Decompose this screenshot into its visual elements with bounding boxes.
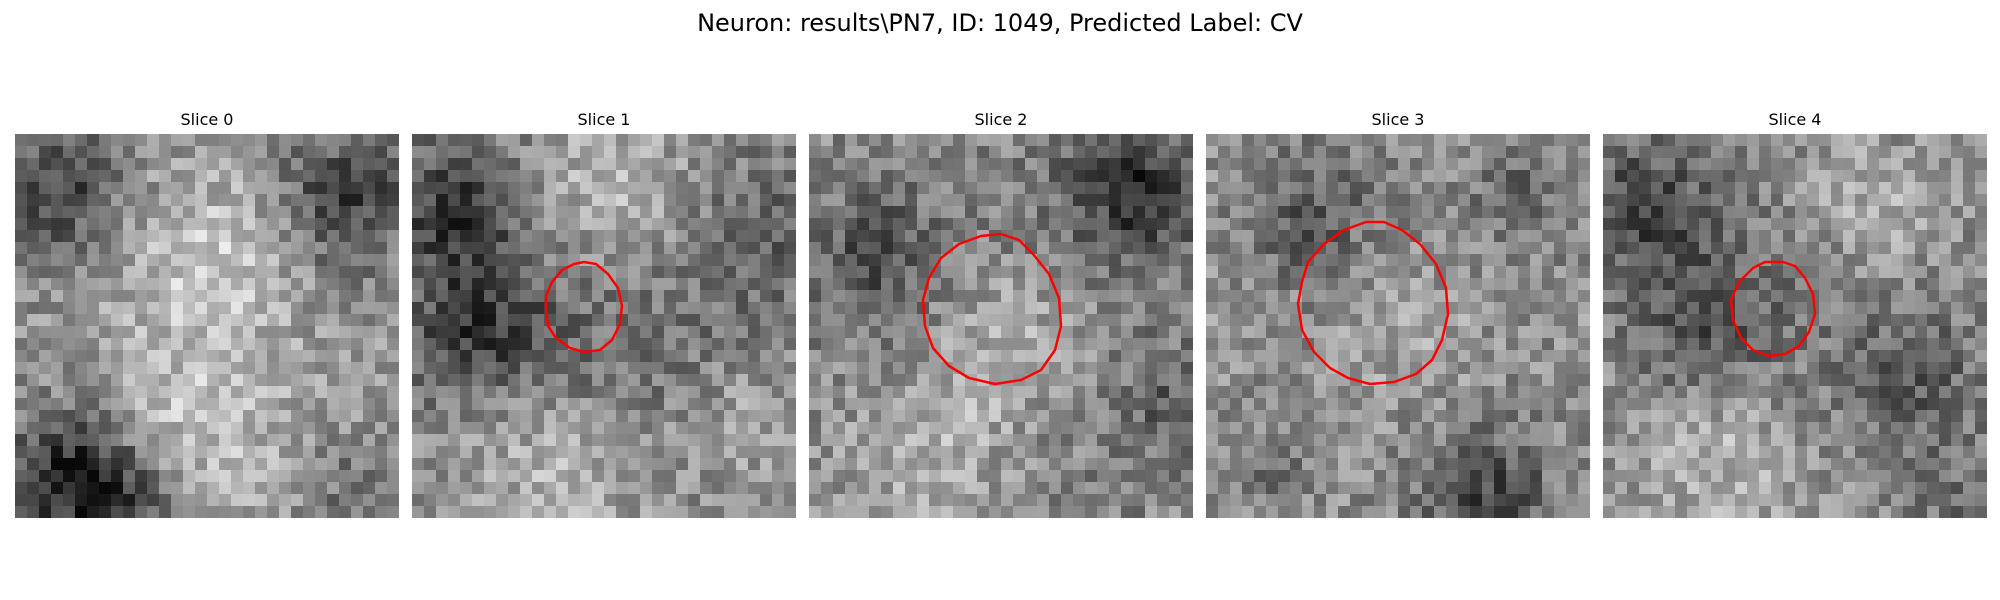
figure-title: Neuron: results\PN7, ID: 1049, Predicted… xyxy=(697,9,1303,37)
segmentation-outline-1 xyxy=(544,260,624,354)
segmentation-outline-2 xyxy=(921,232,1063,386)
segmentation-outline-4 xyxy=(1729,260,1817,358)
slice-title-0: Slice 0 xyxy=(180,110,234,129)
slice-title-2: Slice 2 xyxy=(974,110,1028,129)
slice-title-1: Slice 1 xyxy=(577,110,631,129)
slice-image-4 xyxy=(1603,134,1987,518)
slice-panel-3: Slice 3 xyxy=(1206,110,1590,518)
slice-panel-4: Slice 4 xyxy=(1603,110,1987,518)
segmentation-outline-3 xyxy=(1296,220,1450,386)
slice-image-2 xyxy=(809,134,1193,518)
slice-panel-0: Slice 0 xyxy=(15,110,399,518)
slice-panel-2: Slice 2 xyxy=(809,110,1193,518)
slice-title-4: Slice 4 xyxy=(1768,110,1822,129)
slice-image-1 xyxy=(412,134,796,518)
slice-image-3 xyxy=(1206,134,1590,518)
slice-panel-1: Slice 1 xyxy=(412,110,796,518)
slice-image-0 xyxy=(15,134,399,518)
slice-title-3: Slice 3 xyxy=(1371,110,1425,129)
